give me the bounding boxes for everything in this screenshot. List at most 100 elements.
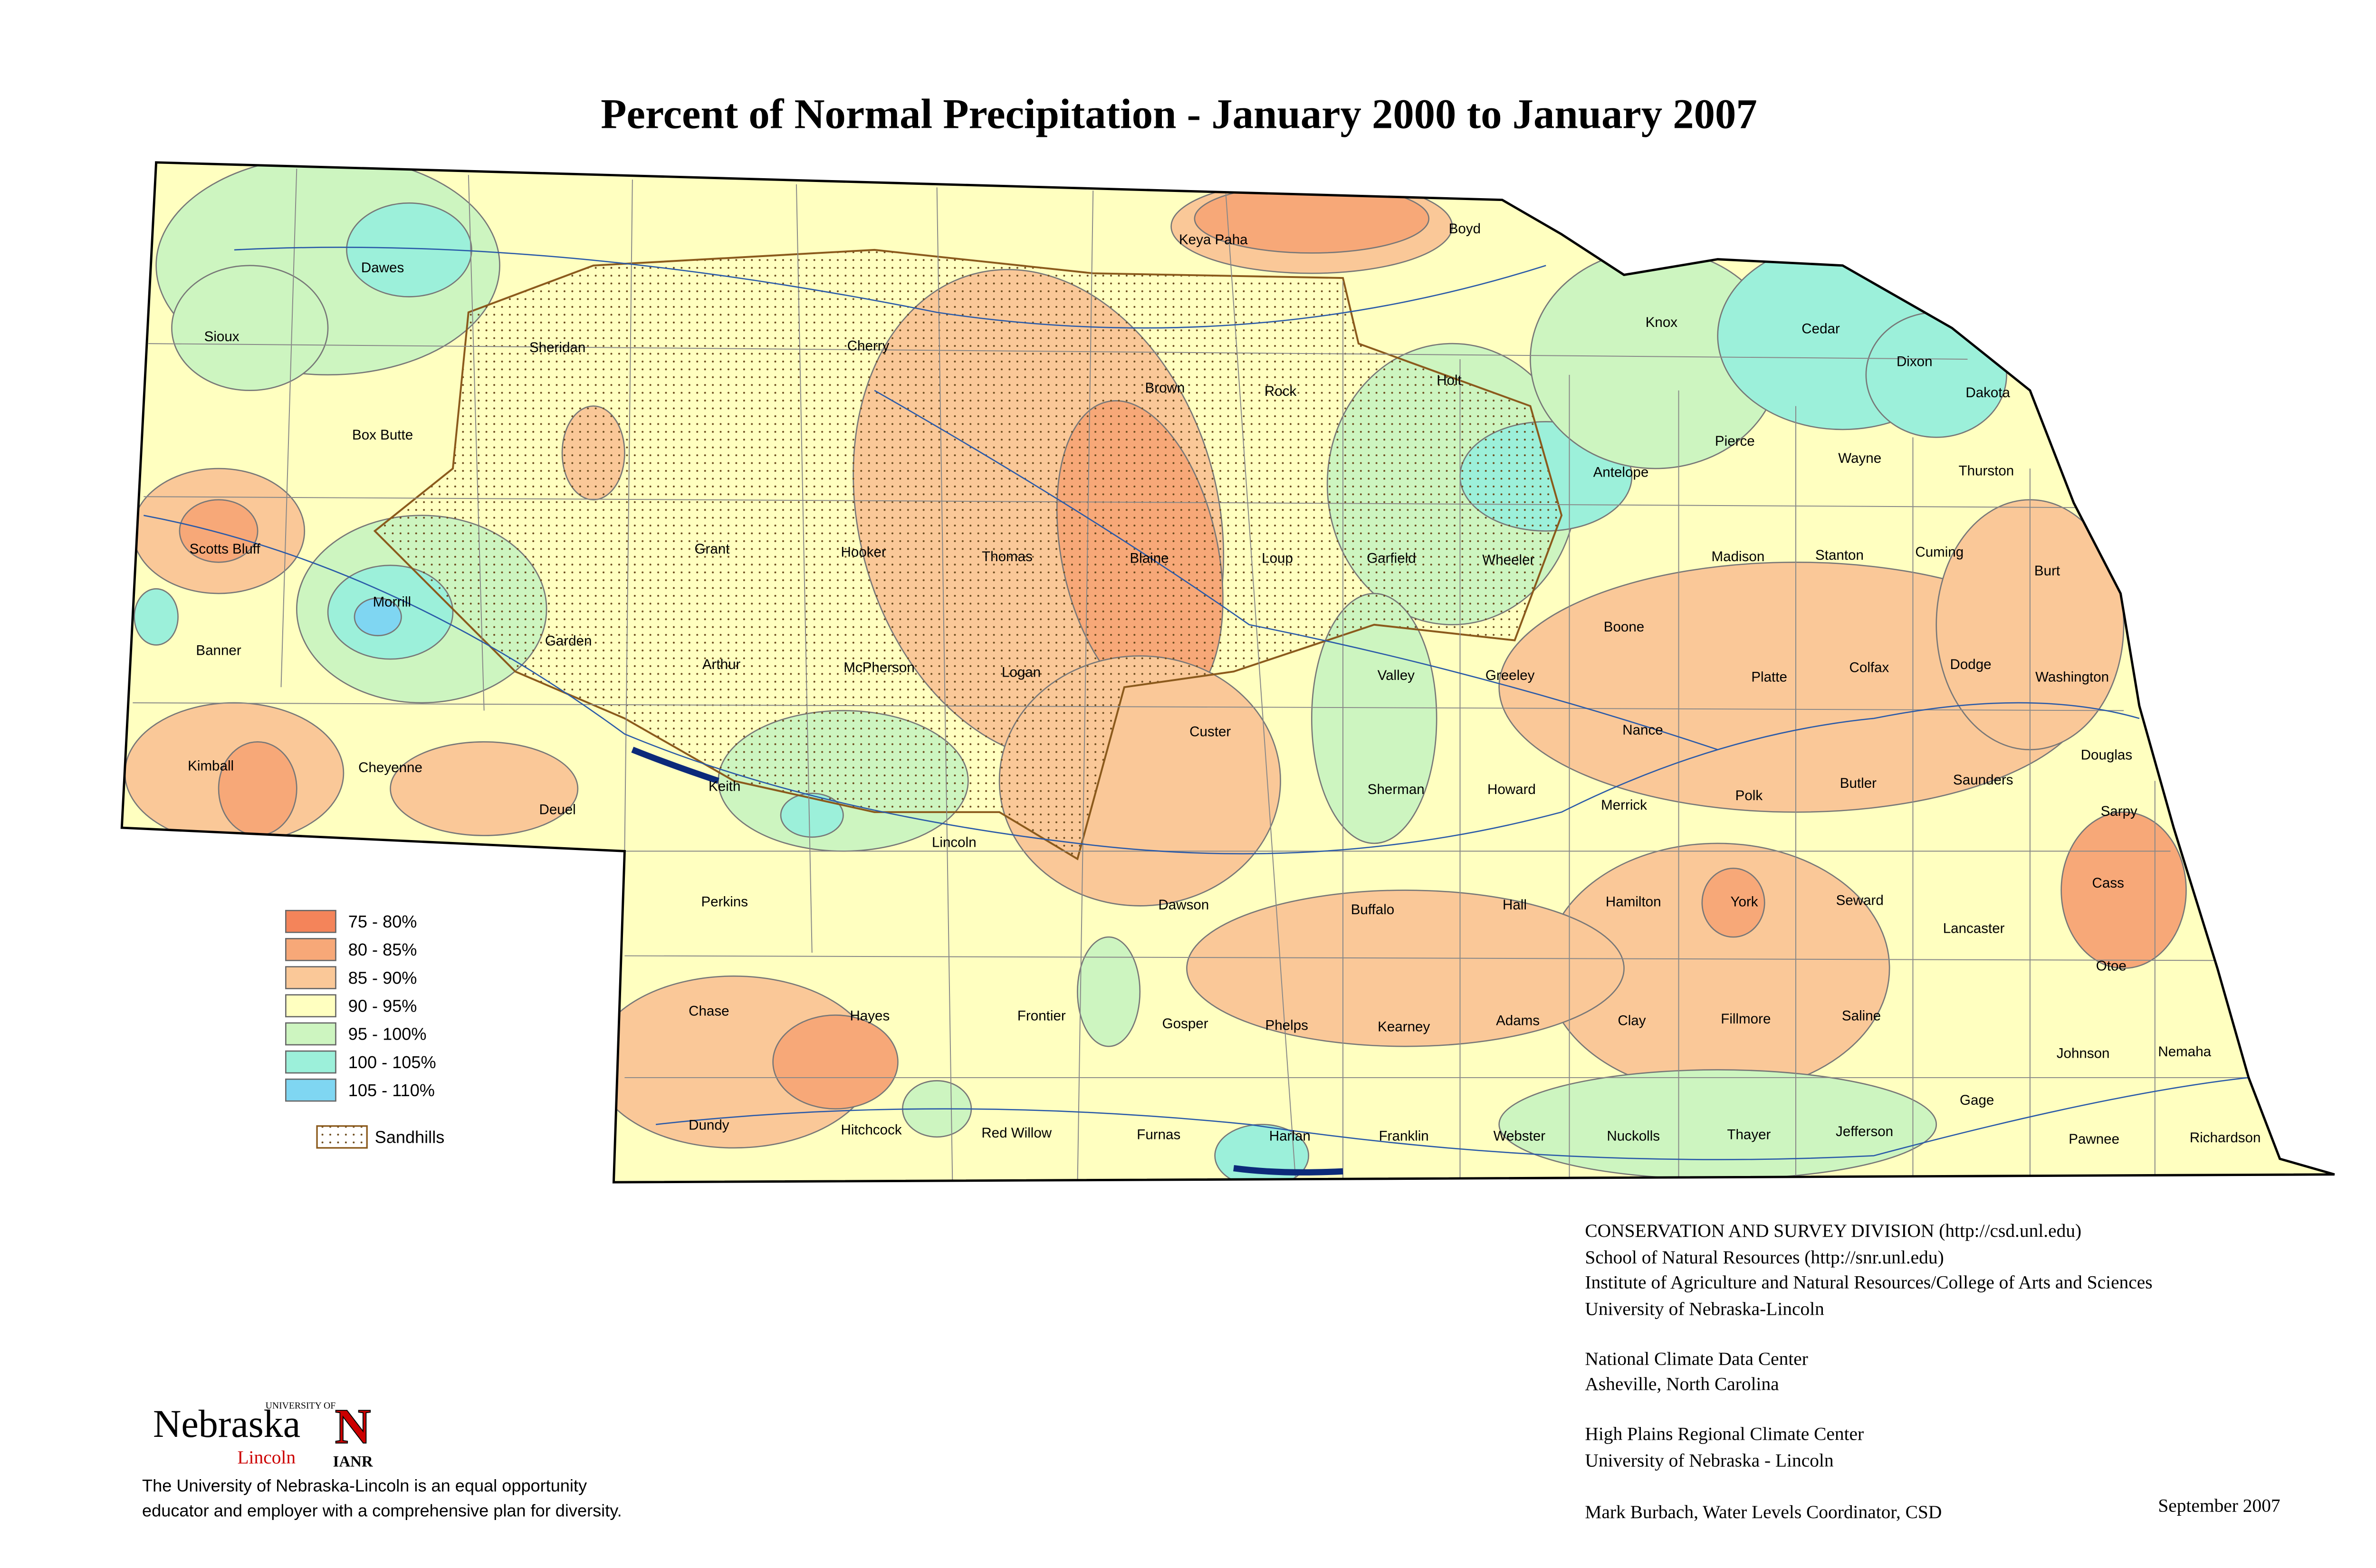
contour-zone (218, 741, 297, 836)
credit-line: School of Natural Resources (http://snr.… (1585, 1247, 1944, 1268)
logo-mark: N (335, 1398, 371, 1454)
county-label: Brown (1145, 380, 1185, 396)
credit-line: CONSERVATION AND SURVEY DIVISION (http:/… (1585, 1220, 2081, 1241)
county-label: Blaine (1130, 551, 1169, 566)
county-label: Hooker (841, 544, 886, 560)
contour-zone (1077, 936, 1141, 1047)
county-lines (133, 168, 2264, 1183)
county-label: Franklin (1379, 1128, 1429, 1144)
legend-swatch (285, 909, 336, 933)
county-label: Gage (1960, 1092, 1994, 1108)
county-label: Saunders (1953, 772, 2013, 788)
date: September 2007 (2158, 1495, 2280, 1516)
county-label: Antelope (1593, 465, 1649, 480)
county-label: Stanton (1815, 547, 1864, 563)
credit-line: Mark Burbach, Water Levels Coordinator, … (1585, 1501, 1942, 1522)
legend-swatch (285, 1078, 336, 1102)
county-label: Polk (1735, 788, 1763, 803)
county-label: Deuel (539, 802, 576, 818)
logo-ianr: IANR (333, 1453, 374, 1470)
county-label: Rock (1265, 383, 1297, 399)
rivers (144, 247, 2249, 1160)
county-label: Wheeler (1482, 552, 1534, 568)
logo-campus: Lincoln (237, 1447, 296, 1468)
lake (1233, 1165, 1343, 1176)
county-label: Howard (1487, 782, 1536, 797)
disclaimer-line: The University of Nebraska-Lincoln is an… (142, 1476, 587, 1495)
county-label: Boone (1604, 619, 1644, 635)
county-label: McPherson (843, 660, 915, 676)
county-label: Nemaha (2158, 1044, 2211, 1060)
county-label: Dixon (1897, 354, 1933, 369)
county-label: Colfax (1849, 660, 1889, 676)
county-label: Wayne (1838, 450, 1881, 466)
county-label: Garfield (1367, 551, 1416, 566)
county-label: Sioux (204, 329, 240, 344)
county-label: Thurston (1959, 463, 2014, 478)
county-label: Nuckolls (1607, 1128, 1660, 1144)
county-label: Johnson (2057, 1045, 2110, 1061)
disclaimer-line: educator and employer with a comprehensi… (142, 1501, 622, 1520)
county-label: Platte (1751, 669, 1787, 685)
legend: 75 - 80% 80 - 85% 85 - 90% 90 - 95% 95 - 100… (285, 909, 444, 1149)
county-label: Gosper (1162, 1016, 1208, 1032)
county-label: Red Willow (981, 1125, 1052, 1141)
credit-line: University of Nebraska - Lincoln (1585, 1450, 1834, 1471)
map-title: Percent of Normal Precipitation - Januar… (601, 91, 1757, 138)
county-label: Boyd (1449, 221, 1481, 237)
legend-swatch (285, 994, 336, 1018)
county-label: Keith (709, 778, 740, 794)
county-label: Cherry (847, 338, 890, 354)
county-label: Furnas (1137, 1127, 1180, 1142)
county-label: Fillmore (1721, 1011, 1771, 1027)
county-label: Custer (1189, 724, 1231, 739)
contour-zone (354, 597, 402, 637)
contour-zone (134, 588, 179, 646)
county-label: Thomas (982, 549, 1033, 564)
legend-label: 105 - 110% (348, 1080, 435, 1100)
legend-label: 85 - 90% (348, 968, 417, 987)
county-label: Merrick (1601, 797, 1647, 813)
county-label: Box Butte (352, 427, 413, 443)
logo: UNIVERSITY OF Nebraska Lincoln N IANR (153, 1398, 374, 1470)
county-label: Buffalo (1351, 902, 1395, 918)
contour-zone (772, 1014, 899, 1109)
county-label: Hayes (850, 1008, 890, 1024)
legend-swatch (285, 938, 336, 961)
legend-label: 95 - 100% (348, 1024, 427, 1044)
county-label: Dawes (361, 260, 404, 276)
county-label: Adams (1496, 1013, 1540, 1028)
legend-label: 100 - 105% (348, 1052, 436, 1072)
county-label: Douglas (2081, 747, 2132, 763)
contour-zone (390, 741, 579, 836)
legend-label: 75 - 80% (348, 912, 417, 931)
county-label: Sarpy (2101, 803, 2137, 819)
credit-line: Asheville, North Carolina (1585, 1373, 1779, 1394)
legend-label: 80 - 85% (348, 940, 417, 959)
county-label: Logan (1002, 664, 1041, 680)
county-label: Arthur (702, 657, 741, 672)
county-label: Dundy (689, 1118, 729, 1133)
county-label: Cass (2092, 875, 2124, 891)
county-label: Hamilton (1606, 894, 1661, 910)
county-label: Dawson (1158, 897, 1209, 913)
county-label: Hitchcock (841, 1122, 902, 1138)
county-label: Hall (1503, 897, 1527, 913)
county-label: Clay (1618, 1013, 1646, 1028)
contour-zone (1701, 868, 1765, 938)
county-label: Grant (694, 541, 729, 557)
county-label: Morrill (373, 594, 411, 610)
legend-swatch (285, 966, 336, 989)
county-label: Washington (2035, 669, 2109, 685)
lake (631, 746, 719, 784)
sandhills-region (373, 249, 1563, 860)
county-label: Cuming (1915, 544, 1964, 560)
credit-line: Institute of Agriculture and Natural Res… (1585, 1272, 2152, 1293)
contour-zone (346, 202, 472, 297)
county-label: Banner (196, 642, 241, 658)
legend-swatch (285, 1022, 336, 1046)
county-label: Madison (1712, 549, 1765, 564)
county-label: Burt (2034, 563, 2060, 579)
county-label: Keya Paha (1179, 232, 1248, 248)
